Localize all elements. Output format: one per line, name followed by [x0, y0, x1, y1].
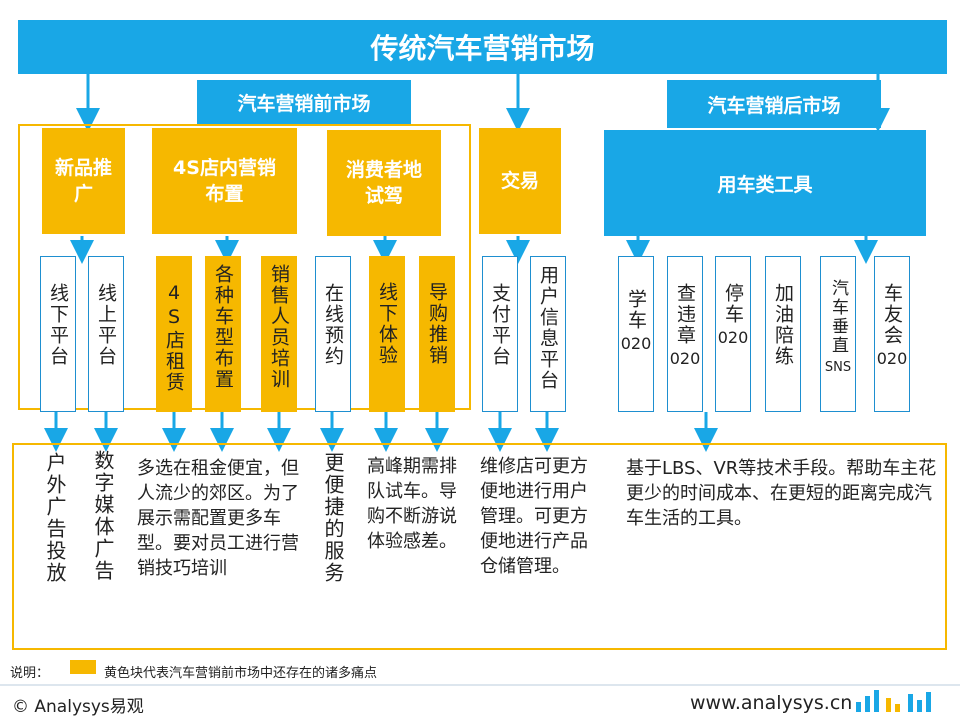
- column-online-booking: 在线预约: [315, 256, 351, 412]
- column-offline-experience: 线下体验: [369, 256, 405, 412]
- main-title: 传统汽车营销市场: [370, 32, 595, 65]
- footer-url: www.analysys.cn: [690, 692, 853, 714]
- legend-text: 黄色块代表汽车营销前市场中还存在的诸多痛点: [104, 666, 378, 681]
- desc-repair: 维修店可更方便地进行用户管理。可更方便地进行产品仓储管理。: [480, 456, 588, 577]
- column-violation-check: 查违章 020: [667, 256, 703, 412]
- column-guide-sales: 导购推销: [419, 256, 455, 412]
- main-title-bar: 传统汽车营销市场: [18, 20, 947, 74]
- column-payment-platform: 支付平台: [482, 256, 518, 412]
- category-tools: 用车类工具: [604, 130, 926, 236]
- legend-swatch: [70, 660, 96, 674]
- desc-lbs: 基于LBS、VR等技术手段。帮助车主花更少的时间成本、在更短的距离完成汽车生活的…: [626, 458, 937, 529]
- pre-market-header: 汽车营销前市场: [197, 80, 411, 124]
- column-car-models: 各种车型布置: [205, 256, 241, 412]
- category-test-drive: 消费者地试驾: [327, 130, 441, 236]
- column-online-platform: 线上平台: [88, 256, 124, 412]
- column-store-rent: 4S店租赁: [156, 256, 192, 412]
- column-driving-school: 学车 020: [618, 256, 654, 412]
- desc-convenience: 更便捷的服务: [321, 452, 345, 584]
- legend-prefix: 说明：: [10, 666, 50, 681]
- description-panel: [12, 443, 947, 650]
- desc-outdoor-ads: 户外广告投放: [43, 452, 67, 584]
- pre-market-outline: [18, 124, 471, 410]
- column-parking: 停车 020: [715, 256, 751, 412]
- category-store-layout: 4S店内营销布置: [152, 128, 297, 234]
- after-market-header: 汽车营销后市场: [667, 80, 881, 128]
- desc-rent: 多选在租金便宜，但人流少的郊区。为了展示需配置更多车型。要对员工进行营销技巧培训: [137, 458, 299, 579]
- decorative-bars: [856, 690, 931, 712]
- desc-peak: 高峰期需排队试车。导购不断游说体验感差。: [367, 456, 457, 552]
- column-car-club: 车友会 020: [874, 256, 910, 412]
- footer-divider: [0, 684, 960, 686]
- column-staff-training: 销售人员培训: [261, 256, 297, 412]
- category-new-product: 新品推广: [42, 128, 125, 234]
- desc-digital-media: 数字媒体广告: [91, 450, 115, 582]
- column-offline-platform: 线下平台: [40, 256, 76, 412]
- column-car-sns: 汽车垂直 SNS: [820, 256, 856, 412]
- column-user-info-platform: 用户信息平台: [530, 256, 566, 412]
- footer-brand: © Analysys易观: [12, 697, 144, 717]
- category-trade: 交易: [479, 128, 561, 234]
- column-refuel-training: 加油陪练: [765, 256, 801, 412]
